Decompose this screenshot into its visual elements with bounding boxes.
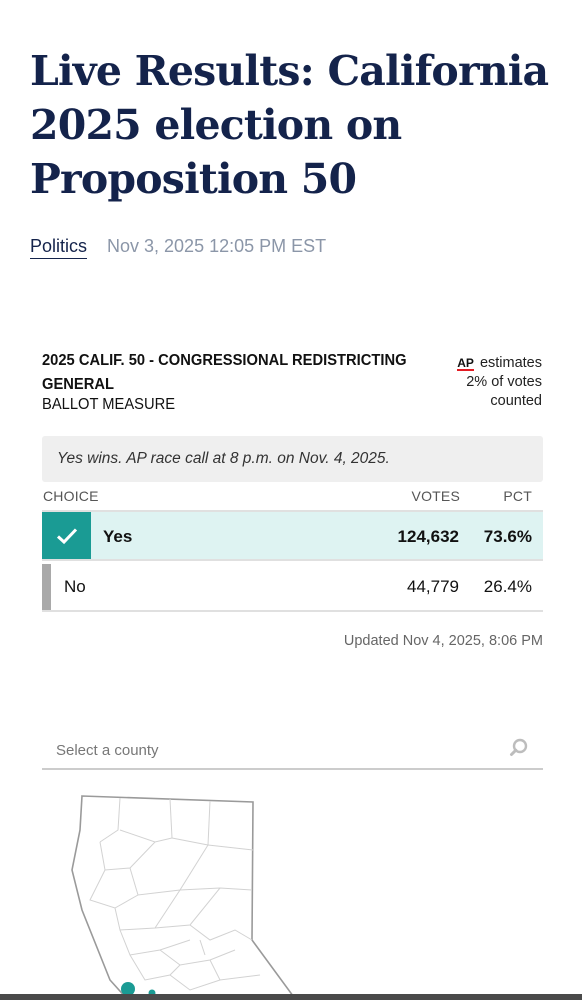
county-search[interactable] [42, 734, 543, 770]
race-call-banner: Yes wins. AP race call at 8 p.m. on Nov.… [42, 436, 543, 482]
race-title: 2025 CALIF. 50 - CONGRESSIONAL REDISTRIC… [42, 352, 407, 393]
choice-votes: 44,779 [407, 577, 459, 596]
result-row-no: No 44,779 26.4% [42, 562, 543, 612]
article-meta: Politics Nov 3, 2025 12:05 PM EST [30, 236, 326, 259]
ap-logo: AP [457, 356, 474, 371]
column-header-choice: CHOICE [43, 488, 99, 504]
county-marker[interactable] [121, 982, 135, 996]
estimate-line-2: 2% of votes [466, 374, 542, 390]
race-subtitle: BALLOT MEASURE [42, 396, 176, 413]
column-header-pct: PCT [503, 488, 532, 504]
search-icon[interactable] [509, 738, 529, 763]
estimate-line-1: estimates [479, 355, 542, 371]
updated-timestamp: Updated Nov 4, 2025, 8:06 PM [343, 633, 543, 649]
bottom-bar [0, 994, 582, 1000]
category-link[interactable]: Politics [30, 236, 88, 259]
estimate-line-3: counted [490, 393, 542, 409]
choice-pct: 26.4% [483, 577, 532, 596]
california-county-map[interactable] [60, 790, 300, 1000]
article-headline: Live Results: California 2025 election o… [30, 47, 549, 203]
ap-estimate: AP estimates 2% of votes counted [442, 354, 542, 411]
result-row-yes: Yes 124,632 73.6% [42, 510, 543, 561]
choice-votes: 124,632 [397, 527, 459, 546]
column-header-votes: VOTES [411, 488, 460, 504]
choice-pct: 73.6% [483, 527, 532, 546]
choice-color-bar [42, 564, 51, 610]
article-dateline: Nov 3, 2025 12:05 PM EST [107, 236, 327, 256]
choice-label: No [64, 577, 86, 596]
winner-check-icon [42, 512, 91, 559]
county-search-input[interactable] [56, 742, 496, 759]
choice-label: Yes [103, 527, 133, 546]
